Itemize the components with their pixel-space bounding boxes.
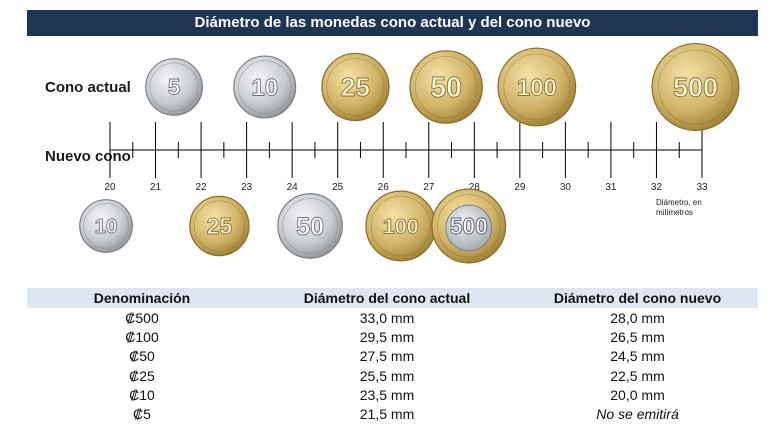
coin-current: 10	[234, 56, 296, 118]
coin-new: 10	[80, 200, 133, 253]
cell-new: 22,5 mm	[517, 366, 758, 385]
cell-current: 27,5 mm	[257, 347, 517, 366]
cell-new: No se emitirá	[517, 404, 758, 423]
table-header-row: Denominación Diámetro del cono actual Di…	[27, 288, 758, 308]
coin-denomination-label: 100	[383, 214, 419, 239]
coin-denomination-label: 500	[450, 213, 488, 239]
header-current: Diámetro del cono actual	[257, 288, 517, 308]
cell-current: 23,5 mm	[257, 385, 517, 404]
table-row: ₡25 25,5 mm 22,5 mm	[27, 366, 758, 385]
coin-denomination-label: 25	[207, 213, 233, 239]
cell-denomination: ₡25	[27, 366, 257, 385]
tick-label: 29	[514, 182, 526, 193]
cell-new: 26,5 mm	[517, 327, 758, 346]
cell-new: 24,5 mm	[517, 347, 758, 366]
tick-label: 20	[104, 182, 116, 193]
cell-denomination: ₡100	[27, 327, 257, 346]
cell-current: 29,5 mm	[257, 327, 517, 346]
coin-denomination-label: 50	[430, 71, 461, 103]
coin-denomination-label: 10	[251, 74, 278, 101]
cell-denomination: ₡500	[27, 308, 257, 327]
cell-current: 21,5 mm	[257, 404, 517, 423]
coin-current: 5	[146, 59, 203, 116]
cell-current: 25,5 mm	[257, 366, 517, 385]
table-row: ₡50 27,5 mm 24,5 mm	[27, 347, 758, 366]
coin-current: 25	[322, 53, 389, 120]
table-row: ₡10 23,5 mm 20,0 mm	[27, 385, 758, 404]
tick-label: 31	[605, 182, 617, 193]
coin-new: 50	[278, 194, 342, 258]
table-row: ₡500 33,0 mm 28,0 mm	[27, 308, 758, 327]
tick-label: 26	[378, 182, 390, 193]
coin-denomination-label: 100	[517, 74, 557, 101]
coin-denomination-label: 25	[341, 72, 370, 102]
tick-label: 33	[696, 182, 708, 193]
coin-new: 25	[190, 196, 249, 255]
tick-label: 23	[241, 182, 253, 193]
diameter-scale: 20 21 22 23 24 25 26 27 28 29 30 31 32 33 5 10 25 50 100 5…	[0, 0, 777, 285]
coin-denomination-label: 10	[95, 215, 118, 238]
tick-label: 27	[423, 182, 435, 193]
header-new: Diámetro del cono nuevo	[517, 288, 758, 308]
coin-new: 100	[366, 191, 436, 261]
cell-denomination: ₡50	[27, 347, 257, 366]
tick-label: 22	[196, 182, 208, 193]
coin-new: 500	[432, 189, 506, 263]
coin-denomination-label: 5	[168, 75, 180, 100]
tick-label: 32	[651, 182, 663, 193]
cell-denomination: ₡5	[27, 404, 257, 423]
coin-denomination-label: 50	[296, 213, 324, 241]
tick-label: 25	[332, 182, 344, 193]
diameter-table: Denominación Diámetro del cono actual Di…	[27, 288, 758, 424]
units-note: Diámetro, en milímetros	[656, 198, 716, 218]
tick-label: 30	[560, 182, 572, 193]
coin-current: 100	[498, 48, 576, 126]
coin-denomination-label: 500	[673, 72, 718, 102]
cell-new: 28,0 mm	[517, 308, 758, 327]
coin-current: 500	[652, 44, 739, 131]
tick-label: 21	[150, 182, 162, 193]
cell-new: 20,0 mm	[517, 385, 758, 404]
cell-current: 33,0 mm	[257, 308, 517, 327]
cell-denomination: ₡10	[27, 385, 257, 404]
table-row: ₡100 29,5 mm 26,5 mm	[27, 327, 758, 346]
coin-current: 50	[410, 51, 482, 123]
table-row: ₡5 21,5 mm No se emitirá	[27, 404, 758, 423]
header-denomination: Denominación	[27, 288, 257, 308]
tick-label: 24	[287, 182, 299, 193]
